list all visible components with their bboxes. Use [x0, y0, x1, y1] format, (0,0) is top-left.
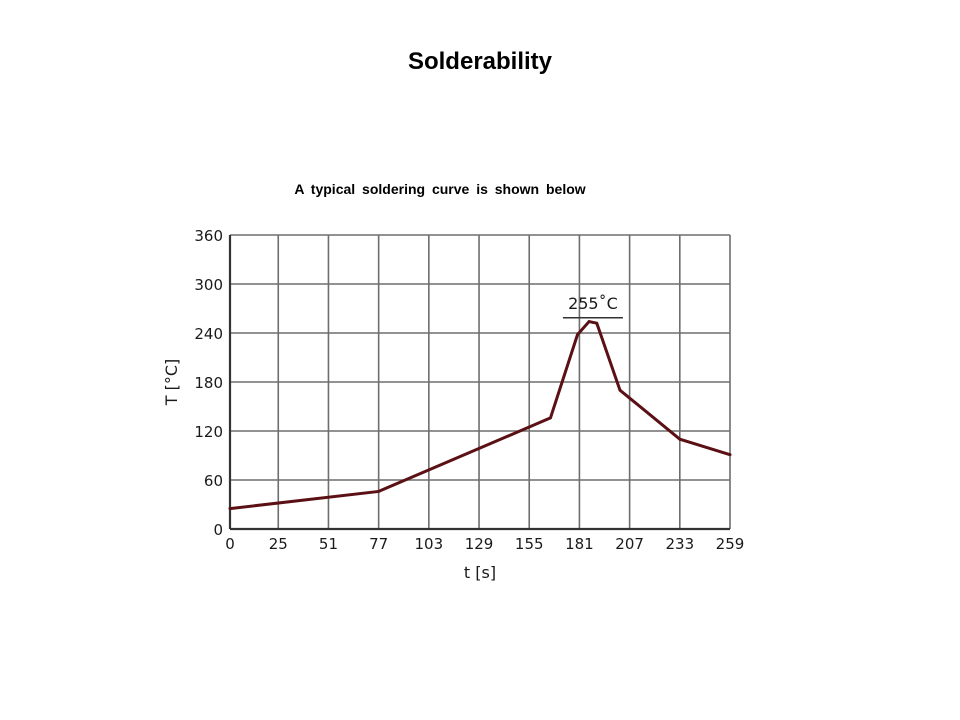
x-axis-label: t [s] [464, 563, 496, 582]
peak-temperature-label: 255˚C [568, 294, 618, 313]
data-point [228, 507, 232, 510]
data-point [576, 333, 579, 337]
chart-series [228, 320, 732, 511]
y-axis-label: T [°C] [162, 359, 181, 407]
data-point [728, 453, 732, 457]
data-point [549, 416, 552, 420]
x-tick-label: 0 [225, 535, 235, 553]
x-tick-label: 103 [415, 535, 444, 553]
x-tick-label: 51 [319, 535, 338, 553]
data-point [595, 321, 599, 325]
x-tick-label: 25 [269, 535, 288, 553]
data-point [377, 490, 381, 493]
data-point [587, 320, 591, 323]
x-tick-label: 181 [565, 535, 594, 553]
y-tick-label: 360 [194, 227, 223, 245]
x-tick-label: 77 [369, 535, 388, 553]
chart-annotations: 255˚C [562, 294, 623, 319]
x-tick-label: 129 [465, 535, 494, 553]
y-tick-label: 60 [204, 472, 223, 490]
y-tick-label: 120 [194, 423, 223, 441]
data-point [678, 437, 682, 441]
chart-axes [228, 235, 730, 531]
x-tick-label: 155 [515, 535, 544, 553]
x-tick-label: 207 [615, 535, 644, 553]
chart-tick-labels: 0 25 51 77 103 129 155 181 207 233 259 0 60 120 180 240… [194, 227, 744, 553]
y-tick-label: 240 [194, 325, 223, 343]
x-tick-label: 259 [716, 535, 745, 553]
data-point [618, 388, 622, 392]
chart-subtitle: A typical soldering curve is shown below [294, 181, 586, 197]
y-tick-label: 180 [194, 374, 223, 392]
x-tick-label: 233 [665, 535, 694, 553]
y-tick-label: 0 [213, 521, 223, 539]
page-title: Solderability [407, 48, 553, 75]
y-tick-label: 300 [194, 276, 223, 294]
chart-grid [229, 234, 731, 530]
